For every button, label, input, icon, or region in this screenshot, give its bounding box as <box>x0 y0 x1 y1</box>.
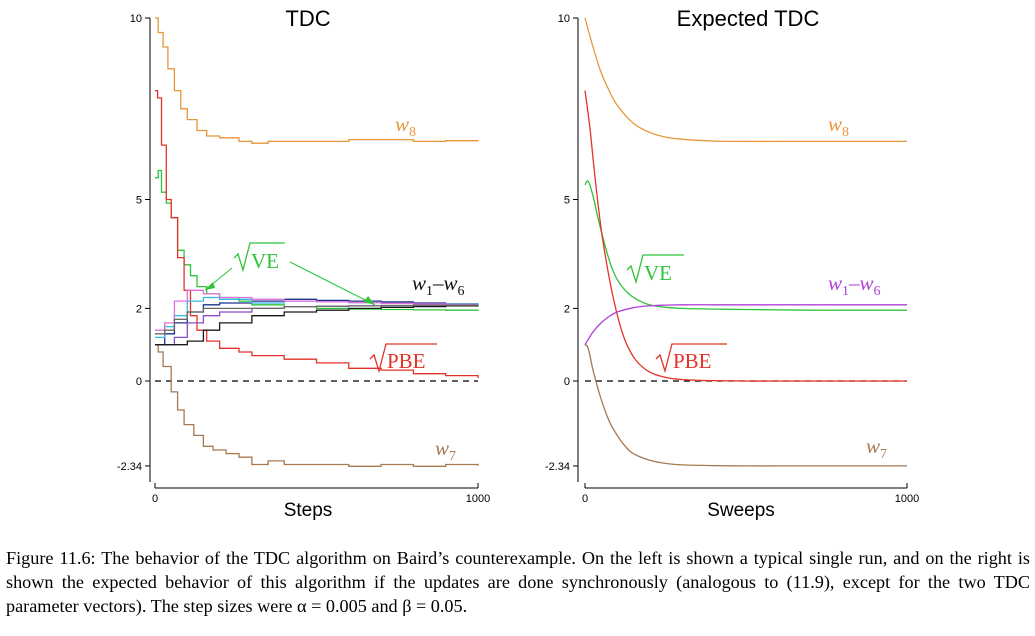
left-x-tick-label-1000: 1000 <box>466 493 490 505</box>
right-x-axis-label: Sweeps <box>707 500 775 521</box>
left-series-w5 <box>155 305 479 346</box>
left-series-w7 <box>155 344 479 467</box>
right-panel-title: Expected TDC <box>677 6 820 31</box>
right-y-ticks: 10 5 2 0 -2.34 <box>545 13 578 473</box>
left-y-tick-label-2-34: -2.34 <box>117 461 142 473</box>
left-series-w8 <box>155 17 479 144</box>
left-y-tick-label-2: 2 <box>136 303 142 315</box>
left-y-tick-label-0: 0 <box>136 376 142 388</box>
right-label-w1-w6: w1–w6 <box>828 271 881 299</box>
right-y-tick-label-0: 0 <box>564 376 570 388</box>
left-label-w8: w8 <box>395 112 416 140</box>
svg-text:PBE: PBE <box>387 349 426 373</box>
svg-text:VE: VE <box>251 249 279 273</box>
left-label-w1-w6: w1–w6 <box>412 271 465 299</box>
left-ve-arrowhead-1 <box>205 282 215 290</box>
left-panel-title: TDC <box>285 6 330 31</box>
right-label-pbe: PBE <box>655 343 727 374</box>
right-x-tick-label-0: 0 <box>582 493 588 505</box>
left-series-sqrt-pbe <box>155 89 479 379</box>
right-series-group <box>584 17 907 467</box>
svg-text:VE: VE <box>644 261 672 285</box>
left-ve-arrowhead-2 <box>364 296 375 305</box>
left-x-tick-label-0: 0 <box>152 493 158 505</box>
left-series-w6 <box>155 304 479 335</box>
figure-caption: Figure 11.6: The behavior of the TDC alg… <box>6 548 1030 616</box>
right-y-tick-label-5: 5 <box>564 195 570 207</box>
right-label-ve: VE <box>626 254 684 285</box>
right-label-w8: w8 <box>828 112 849 140</box>
right-label-w7: w7 <box>866 434 887 462</box>
left-y-tick-label-5: 5 <box>136 195 142 207</box>
right-x-tick-label-1000: 1000 <box>895 493 919 505</box>
left-label-pbe: PBE <box>369 343 437 374</box>
right-y-tick-label-2: 2 <box>564 303 570 315</box>
right-panel: Expected TDC 10 5 2 0 -2.34 0 1000 Sweeps w8… <box>545 6 919 521</box>
right-series-sqrt-pbe <box>584 90 907 382</box>
right-series-sqrt-ve <box>584 180 907 311</box>
right-series-w8 <box>584 17 907 143</box>
left-x-axis-label: Steps <box>284 500 333 521</box>
left-label-w7: w7 <box>435 436 456 464</box>
left-series-group <box>155 17 479 467</box>
right-series-w1-w6 <box>584 304 907 346</box>
left-label-ve: VE <box>233 242 285 273</box>
left-ve-arrow-2 <box>289 261 376 306</box>
left-y-tick-label-10: 10 <box>130 13 142 25</box>
right-y-tick-label-10: 10 <box>558 13 570 25</box>
svg-text:PBE: PBE <box>673 349 712 373</box>
right-y-tick-label-2-34: -2.34 <box>545 461 570 473</box>
right-series-w7 <box>584 344 907 467</box>
left-series-w3 <box>155 289 478 331</box>
left-y-ticks: 10 5 2 0 -2.34 <box>117 13 150 473</box>
